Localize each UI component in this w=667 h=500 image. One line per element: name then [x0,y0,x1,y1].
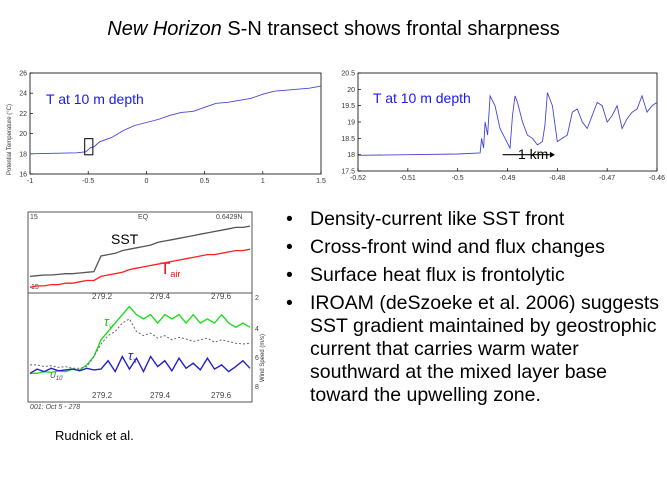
fig3-lower-series-1 [29,354,251,374]
fig3-lower-series-2 [30,318,251,369]
tair-subscript: air [170,269,180,279]
bullet-list: Density-current like SST front Cross-fro… [283,208,663,412]
fig3-right-tick-4: 8 [255,384,259,391]
fig3-xtick-lower-2: 279.4 [150,391,171,400]
chart1-xtick-label: 0.5 [200,178,210,185]
fig3-upper-series-sst [29,225,251,278]
chart2-scale-arrowhead [549,151,555,158]
fig3-xtick-1: 279.2 [92,292,113,301]
chart2-ytick-label: 20 [347,87,355,94]
fig3-upper-series-tair [29,248,251,288]
title-italic: New Horizon [107,18,222,40]
fig3-xtick-3: 279.6 [211,292,232,301]
chart2-frame [357,72,658,172]
chart1-frame [29,72,322,175]
chart1-ytick-label: 24 [19,91,27,98]
chart1-ylabel: Potential Temperature (°C) [7,104,13,175]
fig3-corner-label-mid: EQ [138,214,149,221]
chart2-ytick-label: 18 [347,152,355,159]
fig3-right-tick-3: 6 [255,355,259,362]
tau-y-label: τy [104,314,114,331]
chart1-ytick-label: 22 [19,111,27,118]
fig3-footer: 001: Oct 5 - 278 [30,404,80,411]
chart2-xtick-label: -0.49 [500,175,516,182]
fig3-corner-label-right: 0.6429N [216,214,242,221]
chart2-xtick-label: -0.47 [599,175,615,182]
sst-label: SST [111,231,139,247]
chart2-ytick-label: 20.5 [341,71,355,78]
fig3-frame [27,211,253,403]
chart1-xtick-label: -0.5 [82,178,94,185]
chart1-ytick-label: 20 [19,131,27,138]
chart2-xtick-label: -0.51 [400,175,416,182]
fig3-lower-series-0 [30,305,251,374]
chart2-xtick-label: -0.48 [549,175,565,182]
chart1-xtick-label: 0 [144,178,148,185]
tau-y-subscript: y [108,322,114,331]
chart1-ytick-label: 26 [19,71,27,78]
bullet-item: Cross-front wind and flux changes [283,236,663,259]
fig3-right-tick-2: 4 [255,326,259,333]
chart2-xtick-label: -0.52 [350,175,366,182]
u10-label: U10 [50,371,63,382]
chart1-series-line [29,85,322,155]
chart1-zoom-box [84,138,94,156]
u10-subscript: 10 [56,376,63,382]
title-rest: S-N transect shows frontal sharpness [221,18,560,40]
chart1-xtick-label: -1 [27,178,33,185]
bullet-item: IROAM (deSzoeke et al. 2006) suggests SS… [283,292,663,407]
chart2-ytick-label: 19 [347,120,355,127]
chart1-annotation: T at 10 m depth [46,91,144,107]
chart1-xtick-label: 1.5 [316,178,326,185]
chart2-series-line [357,92,658,156]
chart2-ytick-label: 18.5 [341,136,355,143]
chart2-xtick-label: -0.46 [649,175,665,182]
figure-credit: Rudnick et al. [55,428,134,443]
fig3-xtick-lower-1: 279.2 [92,391,113,400]
slide-title: New Horizon S-N transect shows frontal s… [0,18,667,41]
fig3-xtick-lower-3: 279.6 [211,391,232,400]
bullet-item: Density-current like SST front [283,208,663,231]
chart2-ytick-label: 17.5 [341,169,355,176]
fig3-right-tick-1: 2 [255,295,259,302]
chart1-xtick-label: 1 [261,178,265,185]
chart2-xtick-label: -0.5 [452,175,464,182]
fig3-right-axis-label: Wind Speed (m/s) [260,334,266,382]
chart2-annotation: T at 10 m depth [373,90,471,106]
chart2-ytick-label: 19.5 [341,103,355,110]
bullet-item: Surface heat flux is frontolytic [283,264,663,287]
fig3-bottom-left-label: 15 [31,284,39,291]
fig3-corner-label-left: 15 [30,214,38,221]
fig3-xtick-2: 279.4 [150,292,171,301]
chart2-scale-label: 1 km [518,146,548,162]
chart1-ytick-label: 18 [19,151,27,158]
chart1-ytick-label: 16 [19,172,27,179]
